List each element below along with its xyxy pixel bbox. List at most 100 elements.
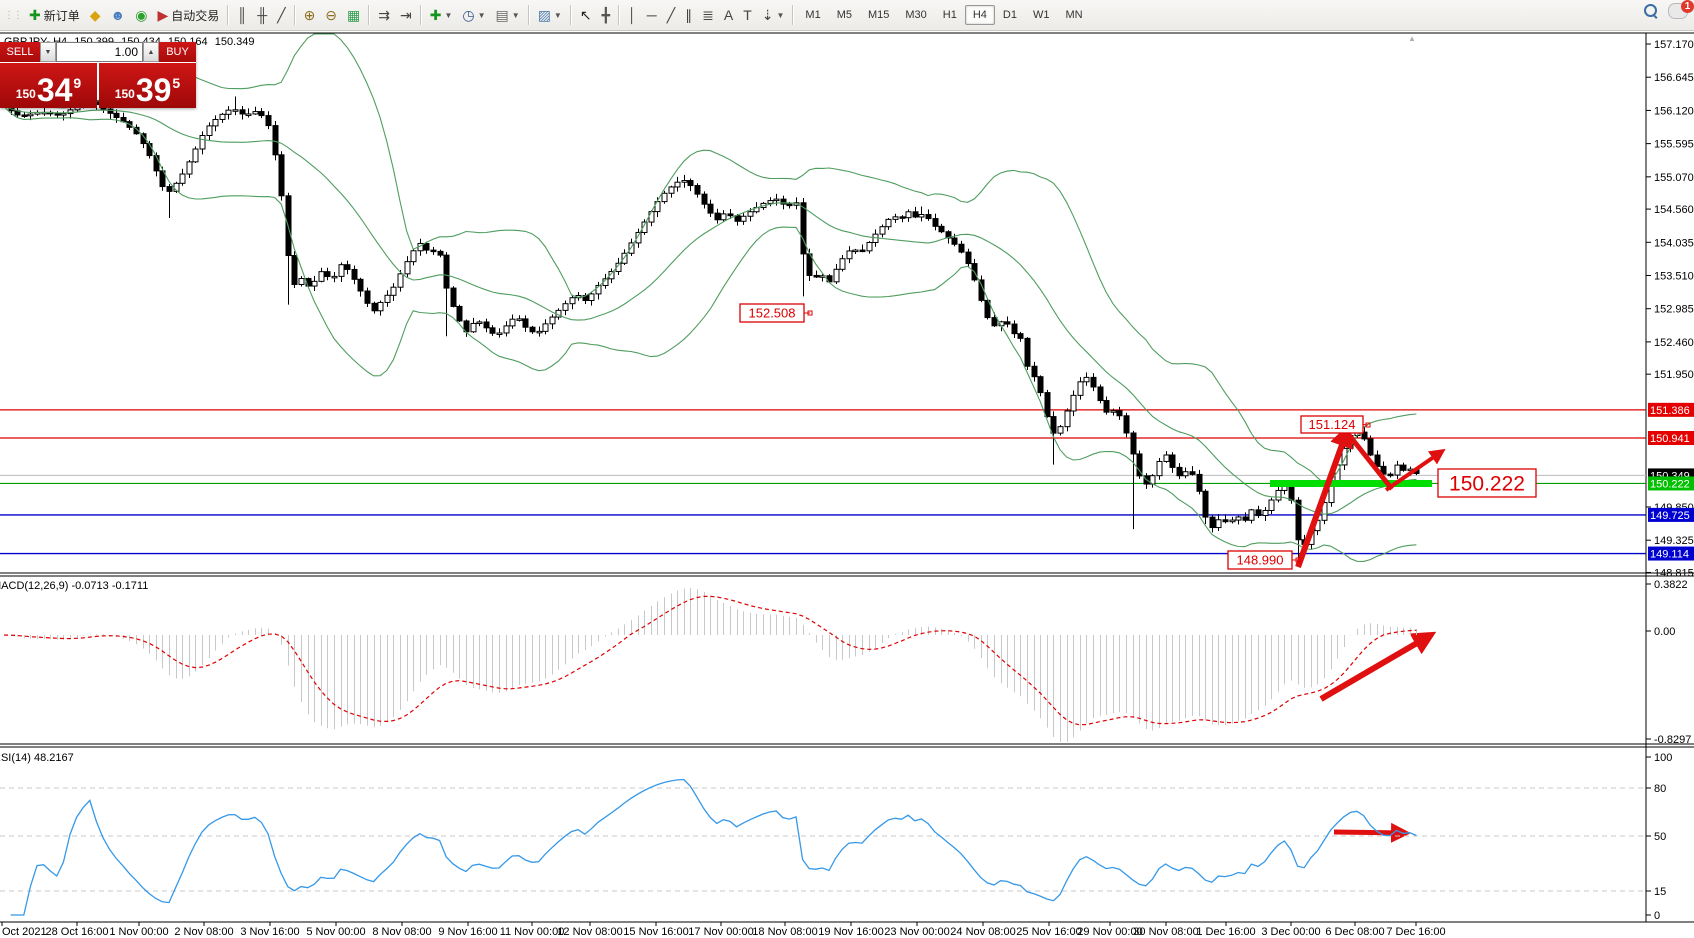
price-annotation-box[interactable] — [1227, 550, 1293, 570]
date-label[interactable]: 8 Nov 08:00 — [372, 926, 431, 938]
candle-body — [377, 301, 384, 312]
toolbar-separator — [792, 5, 795, 25]
search-icon[interactable] — [1644, 4, 1658, 19]
sell-price-button[interactable]: 150 34 9 — [0, 63, 97, 108]
bar-chart-mode-icon[interactable]: ║ — [232, 2, 252, 28]
date-label[interactable]: 1 Dec 16:00 — [1196, 926, 1255, 938]
tile-windows-icon[interactable]: ▦ — [342, 2, 365, 28]
trend-arrow[interactable] — [1319, 631, 1437, 702]
date-label[interactable]: 30 Nov 08:00 — [1133, 926, 1198, 938]
timeframe-m5-button[interactable]: M5 — [836, 9, 852, 21]
macd-axis-label: 0.3822 — [1654, 579, 1688, 591]
text-tool[interactable]: A — [719, 2, 738, 28]
volume-input[interactable] — [57, 44, 142, 60]
date-label[interactable]: 9 Nov 16:00 — [438, 926, 497, 938]
buy-button[interactable]: BUY — [159, 42, 196, 62]
date-label[interactable]: 1 Nov 00:00 — [109, 926, 168, 938]
chart-shift-icon-icon: ⇥ — [400, 7, 412, 23]
timeframe-d1-button[interactable]: D1 — [1002, 9, 1017, 21]
timeframe-h1-button[interactable]: H1 — [942, 9, 957, 21]
indicators-button[interactable]: ✚ ▼ — [425, 2, 458, 28]
text-icon: A — [723, 7, 734, 23]
date-label[interactable]: 15 Nov 16:00 — [623, 926, 688, 938]
date-label[interactable]: 23 Nov 00:00 — [884, 926, 949, 938]
zoom-out-icon[interactable]: ⊖ — [320, 2, 342, 28]
zoom-in-icon[interactable]: ⊕ — [299, 2, 321, 28]
buy-price-button[interactable]: 150 39 5 — [99, 63, 196, 108]
chevron-down-icon[interactable]: ▼ — [553, 10, 562, 20]
one-click-trading-panel: SELL ▼ ▲ BUY 150 34 9 150 39 5 — [0, 42, 196, 108]
new-order-button-label: 新订单 — [43, 8, 80, 23]
candle-body — [542, 323, 549, 332]
date-label[interactable]: 28 Oct 16:00 — [46, 926, 109, 938]
broadcast-icon[interactable]: ◉ — [130, 2, 152, 28]
chevron-down-icon[interactable]: ▼ — [776, 10, 785, 20]
date-label[interactable]: 12 Nov 08:00 — [557, 926, 622, 938]
date-label[interactable]: 5 Nov 00:00 — [306, 926, 365, 938]
templates-button[interactable]: ▤ ▼ — [491, 2, 525, 28]
volume-increase-button[interactable]: ▲ — [143, 42, 159, 62]
chevron-down-icon[interactable]: ▼ — [511, 10, 520, 20]
chat-icon[interactable]: 1 — [1668, 0, 1694, 19]
vline-tool[interactable]: │ — [623, 2, 642, 28]
candle-body — [133, 126, 140, 135]
trendline-tool[interactable]: ╱ — [662, 2, 680, 28]
trend-arrow[interactable] — [1384, 448, 1446, 492]
hline-tool[interactable]: ─ — [642, 2, 662, 28]
candle-body — [1215, 519, 1222, 529]
community-icon[interactable]: ☻ — [106, 2, 131, 28]
axis-price-flag-label: 150.222 — [1650, 478, 1690, 490]
autotrading-button[interactable]: ▶ 自动交易 — [152, 2, 224, 28]
timeframe-m15-button[interactable]: M15 — [867, 9, 890, 21]
timeframe-m1-button[interactable]: M1 — [805, 9, 821, 21]
price-annotation-box[interactable] — [1437, 468, 1537, 498]
date-label[interactable]: 18 Nov 08:00 — [752, 926, 817, 938]
sell-button[interactable]: SELL — [0, 42, 40, 62]
chevron-down-icon[interactable]: ▼ — [444, 10, 453, 20]
channel-tool[interactable]: ∥ — [680, 2, 697, 28]
candle-body — [166, 186, 173, 192]
metaeditor-icon[interactable]: ◆ — [85, 2, 106, 28]
volume-decrease-button[interactable]: ▼ — [40, 42, 56, 62]
fibonacci-tool[interactable]: ≣ — [697, 2, 719, 28]
date-label[interactable]: 25 Nov 16:00 — [1016, 926, 1081, 938]
timeframe-h4-button[interactable]: H4 — [964, 5, 995, 25]
chart-shift-icon[interactable]: ⇥ — [395, 2, 417, 28]
candle-body — [509, 318, 516, 327]
label-tool[interactable]: T — [738, 2, 757, 28]
price-annotation-label: 150.222 — [1449, 473, 1525, 496]
trend-arrow[interactable] — [1333, 822, 1411, 843]
date-label[interactable]: 29 Nov 00:00 — [1077, 926, 1142, 938]
date-label[interactable]: 6 Dec 08:00 — [1325, 926, 1384, 938]
date-label[interactable]: 3 Nov 16:00 — [240, 926, 299, 938]
date-label[interactable]: 11 Nov 00:00 — [500, 926, 565, 938]
arrows-button[interactable]: ⇣ ▼ — [757, 2, 790, 28]
date-label[interactable]: 17 Nov 00:00 — [688, 926, 753, 938]
crosshair-tool[interactable]: ╋ — [597, 2, 615, 28]
candle-body — [489, 327, 496, 334]
date-label[interactable]: 2 Nov 08:00 — [174, 926, 233, 938]
new-order-button[interactable]: ✚ 新订单 — [24, 2, 85, 28]
timeframe-m30-button[interactable]: M30 — [905, 9, 927, 21]
chevron-down-icon[interactable]: ▼ — [477, 10, 486, 20]
trend-arrow[interactable] — [1295, 423, 1354, 569]
line-chart-mode-icon[interactable]: ╱ — [272, 2, 290, 28]
periods-button[interactable]: ◷ ▼ — [457, 2, 490, 28]
autotrading-icon: ▶ — [157, 7, 169, 23]
date-label[interactable]: 19 Nov 16:00 — [818, 926, 883, 938]
cursor-tool[interactable]: ↖ — [575, 2, 597, 28]
date-label[interactable]: 3 Dec 00:00 — [1261, 926, 1320, 938]
price-annotation-box[interactable] — [1300, 415, 1364, 434]
date-label[interactable]: 24 Nov 08:00 — [950, 926, 1015, 938]
date-label[interactable]: 7 Dec 16:00 — [1386, 926, 1445, 938]
objects-button[interactable]: ▨ ▼ — [533, 2, 567, 28]
price-tick-label: 149.325 — [1654, 535, 1694, 547]
candlestick-mode-icon[interactable]: ╫ — [252, 2, 272, 28]
timeframe-mn-button[interactable]: MN — [1065, 9, 1083, 21]
date-label[interactable]: Oct 2021 — [2, 926, 47, 938]
auto-scroll-icon[interactable]: ⇉ — [373, 2, 395, 28]
trend-arrow[interactable] — [1347, 433, 1394, 491]
candle-body — [648, 211, 655, 223]
price-annotation-box[interactable] — [739, 303, 805, 323]
timeframe-w1-button[interactable]: W1 — [1032, 9, 1050, 21]
